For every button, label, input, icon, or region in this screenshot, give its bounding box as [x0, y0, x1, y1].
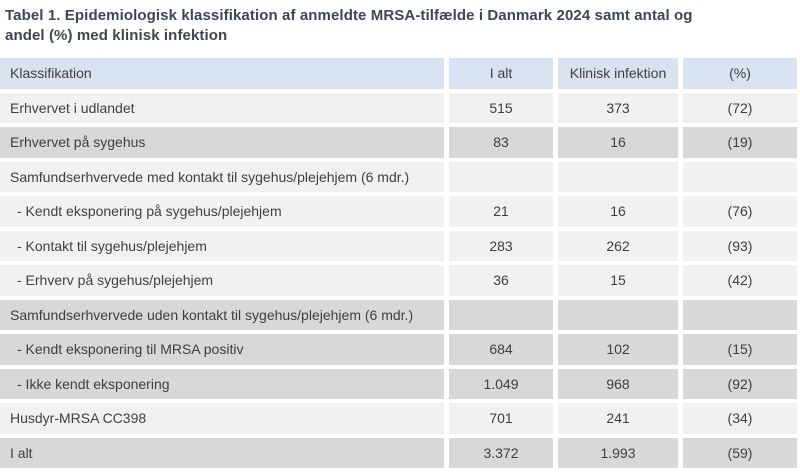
row-infection: [558, 161, 678, 192]
row-label: Husdyr-MRSA CC398: [0, 403, 444, 434]
total-row-pct: (59): [683, 437, 797, 468]
row-total: 283: [449, 230, 553, 261]
mrsa-classification-table: Klassifikation I alt Klinisk infektion (…: [0, 58, 797, 468]
row-total: 515: [449, 92, 553, 123]
row-infection: 968: [558, 368, 678, 399]
row-label: - Ikke kendt eksponering: [0, 368, 444, 399]
row-infection: 16: [558, 196, 678, 227]
section-row-label: Samfundserhvervede uden kontakt til syge…: [0, 299, 444, 330]
row-label: Erhvervet i udlandet: [0, 92, 444, 123]
row-infection: 102: [558, 334, 678, 365]
row-label: - Kendt eksponering til MRSA positiv: [0, 334, 444, 365]
row-infection: 15: [558, 265, 678, 296]
row-total: 21: [449, 196, 553, 227]
total-row-infection: 1.993: [558, 437, 678, 468]
row-total: [449, 161, 553, 192]
row-infection: 241: [558, 403, 678, 434]
row-pct: (76): [683, 196, 797, 227]
row-infection: 262: [558, 230, 678, 261]
column-header-i-alt: I alt: [449, 58, 553, 89]
row-label: Erhvervet på sygehus: [0, 127, 444, 158]
table-title-line2: andel (%) med klinisk infektion: [5, 26, 228, 44]
section-row-label: Samfundserhvervede med kontakt til sygeh…: [0, 161, 444, 192]
column-header-klinisk-infektion: Klinisk infektion: [558, 58, 678, 89]
row-infection: 16: [558, 127, 678, 158]
row-infection: [558, 299, 678, 330]
row-infection: 373: [558, 92, 678, 123]
row-total: [449, 299, 553, 330]
row-total: 1.049: [449, 368, 553, 399]
row-total: 701: [449, 403, 553, 434]
row-pct: [683, 161, 797, 192]
row-label: - Erhverv på sygehus/plejehjem: [0, 265, 444, 296]
row-total: 684: [449, 334, 553, 365]
row-pct: (34): [683, 403, 797, 434]
row-pct: [683, 299, 797, 330]
row-pct: (19): [683, 127, 797, 158]
total-row-label: I alt: [0, 437, 444, 468]
row-label: - Kendt eksponering på sygehus/plejehjem: [0, 196, 444, 227]
row-pct: (42): [683, 265, 797, 296]
row-pct: (15): [683, 334, 797, 365]
row-total: 36: [449, 265, 553, 296]
row-total: 83: [449, 127, 553, 158]
row-pct: (93): [683, 230, 797, 261]
table-title-line1: Tabel 1. Epidemiologisk klassifikation a…: [5, 7, 693, 24]
row-label: - Kontakt til sygehus/plejehjem: [0, 230, 444, 261]
table-title: Tabel 1. Epidemiologisk klassifikation a…: [5, 6, 793, 45]
column-header-klassifikation: Klassifikation: [0, 58, 444, 89]
total-row-total: 3.372: [449, 437, 553, 468]
row-pct: (92): [683, 368, 797, 399]
row-pct: (72): [683, 92, 797, 123]
column-header-pct: (%): [683, 58, 797, 89]
